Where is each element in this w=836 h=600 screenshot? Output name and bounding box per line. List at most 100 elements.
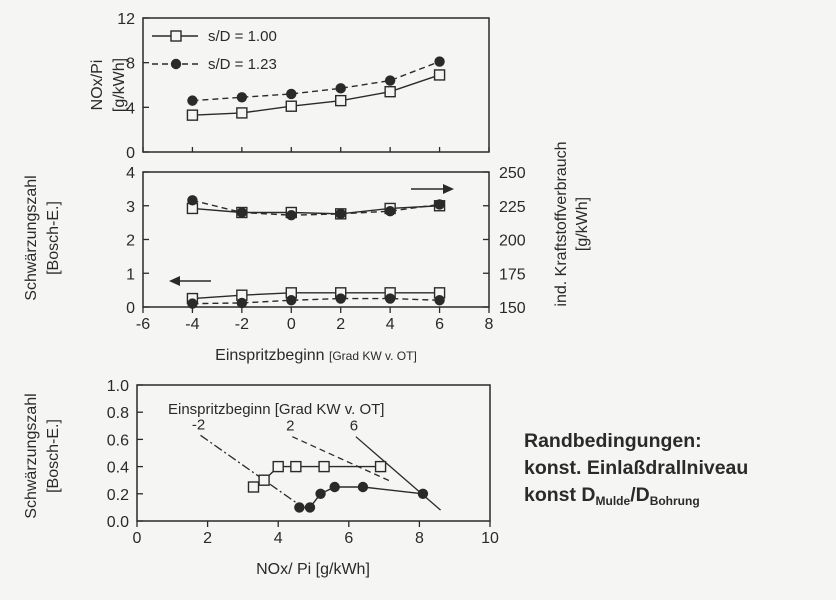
tradeoff-y-tick-label: 0.6	[107, 432, 129, 449]
legend-label: s/D = 1.23	[208, 56, 277, 73]
smoke-data-point	[434, 295, 445, 306]
consumption-y-tick-label: 200	[499, 233, 526, 250]
nox-data-point	[186, 109, 199, 121]
tradeoff-data-point	[290, 460, 302, 473]
injection-timing-annotation: Einspritzbeginn [Grad KW v. OT]	[168, 401, 384, 418]
consumption-y-axis-label: ind. Kraftstoffverbrauch	[553, 141, 570, 306]
injection-timing-line	[200, 434, 304, 508]
nox-data-point	[335, 94, 347, 107]
consumption-data-point	[187, 195, 198, 206]
smoke-data-point	[187, 298, 198, 309]
tradeoff-y-axis-label: Schwärzungszahl	[23, 393, 40, 518]
smoke-data-point	[286, 295, 297, 306]
tradeoff-y-tick-label: 1.0	[107, 378, 129, 395]
smoke-plot-frame	[142, 171, 490, 308]
tradeoff-y-tick-label: 0.8	[107, 405, 129, 422]
tradeoff-x-tick-label: 10	[481, 530, 499, 547]
nox-data-point	[434, 56, 445, 67]
tradeoff-data-point	[417, 488, 429, 499]
smoke-y-axis-unit: [Bosch-E.]	[45, 201, 62, 275]
tradeoff-data-point	[374, 460, 387, 473]
smoke-y-tick-label: 0	[126, 300, 135, 317]
tradeoff-y-tick-label: 0.4	[107, 460, 129, 477]
smoke-y-tick-label: 3	[126, 199, 135, 216]
nox-series-line	[192, 74, 440, 116]
nox-data-point	[285, 100, 297, 112]
x-tick-label: 8	[485, 316, 494, 333]
tradeoff-x-tick-label: 8	[415, 530, 424, 547]
nox-y-axis-label: NOx/Pi	[89, 60, 106, 111]
conditions-subscript-bohrung: Bohrung	[649, 494, 700, 508]
conditions-line-2-prefix: konst D	[524, 484, 596, 506]
legend-label: s/D = 1.00	[208, 28, 277, 45]
tradeoff-data-point	[258, 474, 270, 486]
nox-y-tick-label: 8	[126, 56, 135, 73]
injection-timing-label: 2	[286, 418, 294, 435]
x-tick-label: 2	[336, 316, 345, 333]
tradeoff-data-point	[315, 488, 326, 499]
legend-marker	[170, 30, 182, 42]
tradeoff-data-point	[272, 460, 284, 473]
x-tick-label: -4	[185, 316, 199, 333]
tradeoff-y-axis-unit: [Bosch-E.]	[45, 419, 62, 493]
right-axis-arrow-head	[443, 184, 454, 194]
consumption-y-tick-label: 150	[499, 300, 526, 317]
x-tick-label: 6	[435, 316, 444, 333]
nox-data-point	[236, 107, 248, 119]
nox-data-point	[433, 69, 446, 81]
x-tick-label: 0	[287, 316, 296, 333]
consumption-y-tick-label: 250	[499, 165, 526, 182]
nox-series-line	[192, 60, 440, 102]
tradeoff-data-point	[318, 460, 330, 473]
consumption-data-point	[434, 199, 445, 210]
x-tick-label: -2	[235, 316, 249, 333]
consumption-y-tick-label: 225	[499, 199, 526, 216]
tradeoff-x-tick-label: 0	[133, 530, 142, 547]
injection-timing-line	[355, 436, 442, 511]
nox-y-tick-label: 4	[126, 100, 135, 117]
consumption-series-line	[192, 199, 440, 216]
smoke-data-point	[236, 297, 248, 309]
consumption-series-line	[192, 205, 440, 215]
smoke-y-tick-label: 1	[126, 266, 135, 283]
nox-y-axis-unit: [g/kWh]	[111, 58, 128, 112]
conditions-line-2: konst DMulde/DBohrung	[524, 482, 834, 515]
nox-data-point	[384, 85, 396, 98]
tradeoff-y-tick-label: 0.0	[107, 514, 129, 531]
boundary-conditions: Randbedingungen: konst. Einlaßdrallnivea…	[524, 428, 834, 515]
nox-data-point	[286, 88, 297, 100]
consumption-data-point	[335, 208, 346, 220]
tradeoff-y-tick-label: 0.2	[107, 487, 129, 504]
tradeoff-data-point	[294, 502, 305, 513]
nox-plot-frame	[142, 17, 490, 153]
tradeoff-x-tick-label: 4	[274, 530, 283, 547]
nox-data-point	[236, 92, 248, 103]
x-axis-label-unit: [Grad KW v. OT]	[329, 349, 417, 363]
smoke-y-axis-label: Schwärzungszahl	[23, 175, 40, 300]
smoke-data-point	[384, 293, 396, 304]
injection-timing-line	[292, 436, 392, 483]
consumption-data-point	[384, 205, 396, 217]
nox-y-tick-label: 12	[117, 11, 135, 28]
x-tick-label: -6	[136, 316, 150, 333]
smoke-y-tick-label: 2	[126, 233, 135, 250]
legend-marker	[170, 58, 182, 70]
consumption-y-tick-label: 175	[499, 266, 526, 283]
tradeoff-x-axis-label: NOx/ Pi [g/kWh]	[256, 561, 370, 578]
consumption-data-point	[286, 210, 297, 221]
consumption-y-axis-unit: [g/kWh]	[574, 197, 591, 251]
injection-x-axis-label: Einspritzbeginn [Grad KW v. OT]	[215, 347, 417, 364]
tradeoff-data-point	[304, 502, 316, 513]
injection-timing-label: -2	[192, 416, 205, 433]
nox-data-point	[335, 83, 346, 94]
x-axis-label-name: Einspritzbeginn	[215, 347, 329, 364]
x-tick-label: 4	[386, 316, 395, 333]
conditions-title: Randbedingungen:	[524, 430, 702, 452]
consumption-data-point	[236, 207, 248, 218]
smoke-y-tick-label: 4	[126, 165, 135, 182]
left-axis-arrow-head	[169, 276, 180, 286]
smoke-data-point	[335, 293, 346, 304]
conditions-line-2-separator: /D	[630, 484, 650, 506]
conditions-line-1: konst. Einlaßdrallniveau	[524, 457, 749, 479]
